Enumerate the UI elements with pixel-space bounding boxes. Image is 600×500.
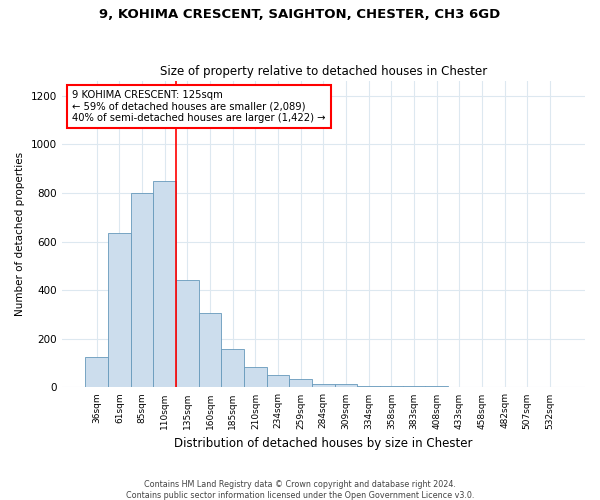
Bar <box>244 367 266 388</box>
Bar <box>266 376 289 388</box>
Bar <box>221 348 244 388</box>
Y-axis label: Number of detached properties: Number of detached properties <box>15 152 25 316</box>
Text: 9, KOHIMA CRESCENT, SAIGHTON, CHESTER, CH3 6GD: 9, KOHIMA CRESCENT, SAIGHTON, CHESTER, C… <box>100 8 500 20</box>
Text: Contains HM Land Registry data © Crown copyright and database right 2024.
Contai: Contains HM Land Registry data © Crown c… <box>126 480 474 500</box>
Bar <box>425 386 448 388</box>
Bar <box>403 386 425 388</box>
Bar <box>154 180 176 388</box>
Bar <box>85 357 108 388</box>
Text: 9 KOHIMA CRESCENT: 125sqm
← 59% of detached houses are smaller (2,089)
40% of se: 9 KOHIMA CRESCENT: 125sqm ← 59% of detac… <box>72 90 326 124</box>
X-axis label: Distribution of detached houses by size in Chester: Distribution of detached houses by size … <box>174 437 473 450</box>
Bar <box>335 384 358 388</box>
Bar <box>358 386 380 388</box>
Bar <box>380 386 403 388</box>
Bar <box>289 379 312 388</box>
Bar <box>176 280 199 388</box>
Bar <box>108 233 131 388</box>
Bar <box>199 314 221 388</box>
Title: Size of property relative to detached houses in Chester: Size of property relative to detached ho… <box>160 66 487 78</box>
Bar <box>131 193 154 388</box>
Bar <box>312 384 335 388</box>
